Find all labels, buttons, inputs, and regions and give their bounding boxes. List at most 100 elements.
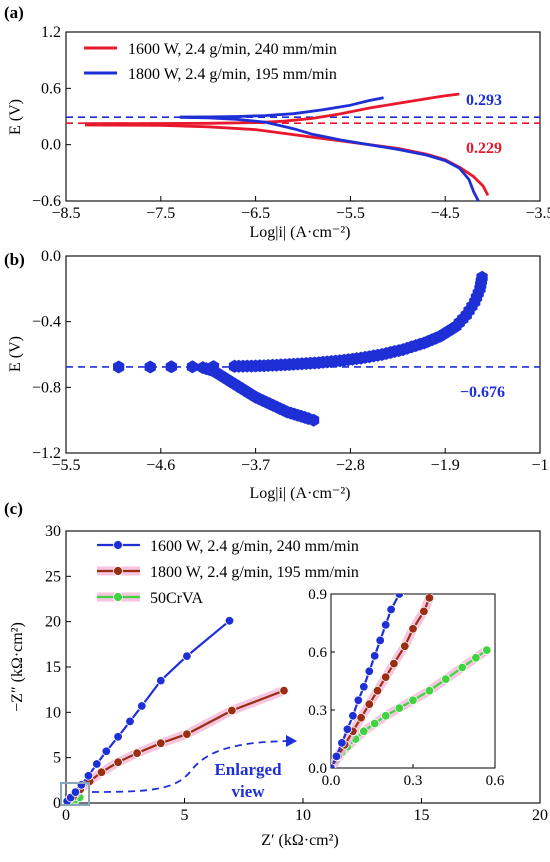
x-tick-label: 15 xyxy=(414,807,430,824)
data-point xyxy=(182,729,192,739)
data-point xyxy=(389,658,399,669)
data-point xyxy=(457,662,467,673)
x-tick-label: −4.5 xyxy=(431,205,460,222)
zoom-box xyxy=(60,782,90,806)
series-line-cathodic xyxy=(84,123,490,197)
panel-c: (c) 0 5 10 15 20 0 5 10 15 20 25 30 Z′ (kΩ·cm²) −Z″ (k… xyxy=(4,499,548,849)
data-point xyxy=(101,746,112,757)
arrow-line xyxy=(91,740,291,793)
data-point xyxy=(424,594,435,603)
y-tick-label: 10 xyxy=(45,704,61,721)
data-point xyxy=(307,413,320,427)
inset-y-tick-label: 0.6 xyxy=(308,645,327,661)
data-point xyxy=(408,695,418,706)
x-tick-label: −2.8 xyxy=(336,457,365,474)
data-point xyxy=(186,360,198,374)
inset-x-tick-label: 0.3 xyxy=(404,773,423,789)
y-tick-label: −1.2 xyxy=(32,445,61,462)
data-point xyxy=(156,738,166,748)
data-point xyxy=(125,716,135,727)
y-axis-label: E (V) xyxy=(7,99,24,135)
data-point xyxy=(331,763,336,768)
panel-label: (a) xyxy=(4,3,24,22)
x-axis-label: Log|i| (A·cm⁻²) xyxy=(250,485,351,502)
y-tick-label: −0.6 xyxy=(32,193,61,210)
data-point xyxy=(359,682,369,692)
legend-marker xyxy=(113,592,123,602)
data-point xyxy=(482,645,492,655)
data-point xyxy=(386,604,396,615)
x-axis-label: Log|i| (A·cm⁻²) xyxy=(250,224,351,241)
y-tick-label: 0.6 xyxy=(41,80,61,97)
data-point xyxy=(400,641,410,651)
x-tick-label: −7.5 xyxy=(146,205,175,222)
x-tick-label: 20 xyxy=(532,807,548,824)
arrow-head xyxy=(286,735,297,747)
x-tick-label: 5 xyxy=(181,807,189,824)
y-tick-label: 0.0 xyxy=(41,137,61,154)
legend-marker xyxy=(113,540,123,550)
y-tick-label: −0.4 xyxy=(32,314,61,331)
annotation-value: −0.676 xyxy=(460,384,505,401)
y-tick-label: 0 xyxy=(53,795,61,812)
data-point xyxy=(227,705,237,716)
y-tick-label: −0.8 xyxy=(32,379,61,396)
x-tick-label: −5.5 xyxy=(51,457,80,474)
data-point xyxy=(337,738,347,748)
data-point xyxy=(279,685,289,696)
x-tick-label: −4.6 xyxy=(146,457,175,474)
data-point xyxy=(370,718,380,729)
x-tick-label: −3.7 xyxy=(241,457,270,474)
series-line-cathodic xyxy=(179,116,480,202)
series-line-anodic xyxy=(84,92,460,126)
data-point xyxy=(408,624,418,634)
data-point xyxy=(113,757,123,767)
data-point xyxy=(394,703,405,713)
data-point xyxy=(364,666,375,677)
data-point xyxy=(441,674,451,684)
x-axis-label: Z′ (kΩ·cm²) xyxy=(261,832,339,849)
data-point xyxy=(182,651,192,661)
y-tick-label: 20 xyxy=(45,614,61,631)
data-point xyxy=(70,787,81,797)
data-point xyxy=(356,713,366,723)
data-point xyxy=(419,606,429,617)
inset-plot xyxy=(331,594,492,768)
y-tick-label: 1.2 xyxy=(41,24,61,41)
x-tick-label: 0 xyxy=(62,807,70,824)
data-point xyxy=(394,594,404,599)
annotation-view: view xyxy=(231,782,265,801)
data-point xyxy=(372,686,383,696)
x-tick-label: −5.5 xyxy=(336,205,365,222)
annotation-enlarged: Enlarged xyxy=(214,760,282,779)
data-point xyxy=(348,711,358,721)
data-point xyxy=(156,675,166,686)
data-point xyxy=(476,270,488,284)
data-point xyxy=(370,651,380,661)
annotation-value: 0.229 xyxy=(466,140,502,157)
data-point xyxy=(375,635,385,646)
x-tick-label: −1.9 xyxy=(431,457,460,474)
y-axis-label: −Z″ (kΩ·cm²) xyxy=(9,622,26,712)
data-point xyxy=(76,780,87,790)
annotation-value: 0.293 xyxy=(466,92,502,109)
data-point xyxy=(471,653,481,663)
data-point xyxy=(113,360,125,374)
data-point xyxy=(331,751,342,762)
data-point xyxy=(381,620,391,630)
legend-label: 50CrVA xyxy=(150,590,203,607)
x-tick-label: −8.5 xyxy=(51,205,80,222)
data-point xyxy=(144,360,156,374)
legend-label: 1800 W, 2.4 g/min, 195 mm/min xyxy=(128,66,337,83)
y-tick-label: 25 xyxy=(45,568,61,585)
data-point xyxy=(224,616,235,626)
data-point xyxy=(113,732,123,742)
inset-y-tick-label: 0.3 xyxy=(308,703,327,719)
panel-a: (a) −8.5 −7.5 −6.5 −5.5 −4.5 −3.5 −0.6 0.0 0.6 1.2… xyxy=(4,3,550,241)
x-tick-label: −3.5 xyxy=(525,205,550,222)
data-point xyxy=(353,695,364,706)
panel-label: (c) xyxy=(4,499,23,518)
data-point xyxy=(137,701,147,711)
data-point xyxy=(165,360,177,374)
